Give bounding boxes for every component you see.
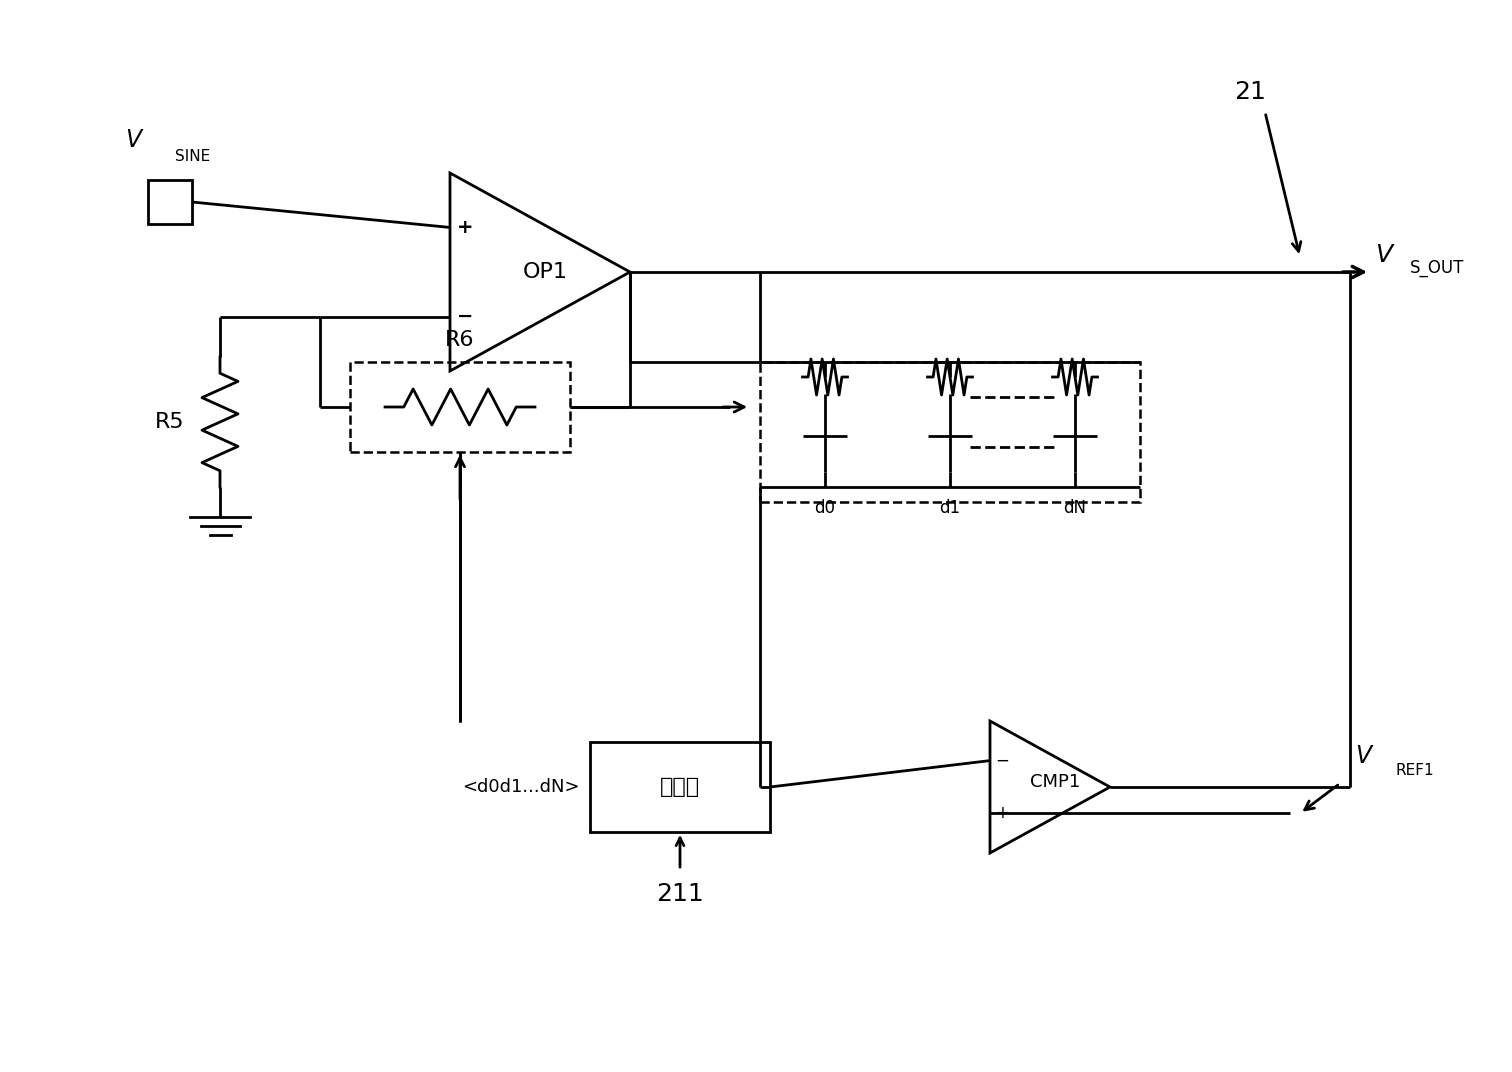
Text: CMP1: CMP1 [1030, 773, 1080, 791]
Text: d0: d0 [815, 498, 836, 517]
Text: $V$: $V$ [125, 128, 145, 152]
Bar [590, 742, 770, 832]
Text: −: − [995, 751, 1009, 770]
Text: dN: dN [1063, 498, 1087, 517]
Bar [349, 362, 570, 452]
Text: OP1: OP1 [523, 262, 567, 282]
Text: 211: 211 [656, 882, 705, 906]
Bar [761, 362, 1140, 502]
Text: d1: d1 [939, 498, 960, 517]
Text: R5: R5 [156, 412, 184, 432]
Text: 计数器: 计数器 [659, 777, 700, 796]
Text: S_OUT: S_OUT [1411, 259, 1465, 277]
Text: REF1: REF1 [1396, 763, 1433, 778]
Text: 21: 21 [1234, 80, 1266, 104]
Text: −: − [457, 307, 473, 326]
Text: +: + [457, 218, 473, 237]
Bar [148, 180, 192, 224]
Text: SINE: SINE [175, 149, 210, 164]
Text: <d0d1...dN>: <d0d1...dN> [463, 778, 581, 796]
Text: $V$: $V$ [1355, 744, 1374, 769]
Text: +: + [995, 804, 1009, 822]
Text: R6: R6 [445, 330, 475, 349]
Text: $V$: $V$ [1374, 243, 1396, 267]
